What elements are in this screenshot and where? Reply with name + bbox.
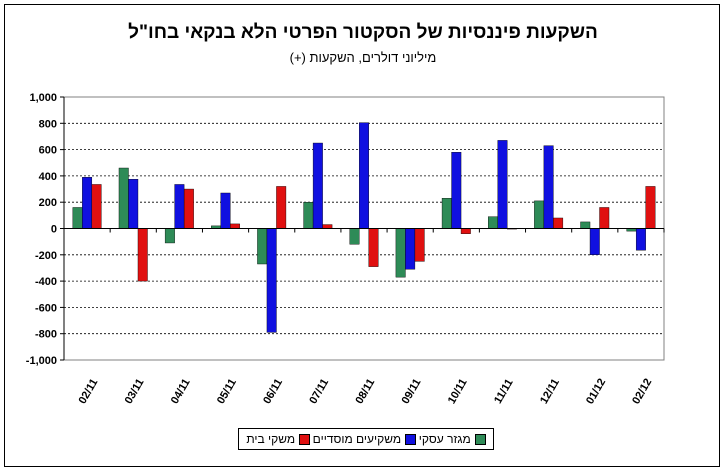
- bar: [174, 184, 185, 229]
- bar: [266, 228, 277, 333]
- bar: [220, 192, 231, 229]
- bar: [164, 228, 175, 244]
- bar: [183, 188, 194, 229]
- bar: [553, 217, 564, 229]
- legend-item-institutional: משקיעים מוסדיים: [312, 432, 417, 446]
- bar: [395, 228, 406, 278]
- y-tick-label: 800: [39, 118, 57, 130]
- bar: [72, 207, 83, 229]
- x-tick-label: 04/11: [169, 377, 193, 406]
- chart-subtitle: מיליוני דולרים, השקעות (+): [289, 50, 437, 65]
- y-tick-label: -800: [35, 329, 57, 341]
- bar: [230, 223, 240, 229]
- y-tick-label: -400: [35, 276, 57, 288]
- bar: [580, 221, 591, 229]
- x-tick-label: 07/11: [307, 377, 331, 406]
- bar: [349, 228, 360, 245]
- y-tick-label: -600: [35, 302, 57, 314]
- x-tick-label: 06/11: [261, 377, 285, 406]
- y-tick-label: 1,000: [29, 92, 57, 104]
- x-tick-label: 09/11: [400, 377, 424, 406]
- x-tick-label: 08/11: [353, 377, 377, 406]
- bar: [82, 177, 93, 229]
- x-tick-label: 02/12: [630, 377, 654, 407]
- x-tick-label: 03/11: [123, 377, 147, 406]
- bar: [599, 207, 610, 229]
- bar: [322, 224, 333, 229]
- bar: [543, 145, 554, 229]
- legend-label-institutional: משקיעים מוסדיים: [312, 432, 402, 446]
- bar: [589, 228, 600, 255]
- legend-swatch-institutional: [405, 433, 417, 445]
- bar: [303, 201, 314, 229]
- bar: [460, 228, 471, 234]
- legend: מגזר עסקי משקיעים מוסדיים משקי בית: [238, 428, 494, 450]
- bar: [276, 186, 287, 229]
- legend-item-households: משקי בית: [246, 432, 311, 446]
- legend-item-business: מגזר עסקי: [419, 432, 486, 446]
- bar: [118, 167, 129, 229]
- bar: [137, 228, 148, 282]
- x-tick-label: 12/11: [538, 377, 562, 406]
- x-tick-label: 02/11: [77, 377, 101, 406]
- bar: [488, 216, 498, 229]
- y-tick-label: 400: [39, 171, 57, 183]
- bar: [257, 228, 268, 265]
- x-tick-label: 05/11: [215, 377, 239, 406]
- bar: [635, 228, 646, 251]
- bar: [359, 122, 369, 229]
- bar: [128, 178, 139, 229]
- bar: [497, 140, 508, 229]
- y-tick-label: 200: [39, 197, 57, 209]
- bar: [451, 152, 462, 229]
- bar: [534, 200, 545, 229]
- y-tick-label: 600: [39, 145, 57, 157]
- x-tick-label: 10/11: [446, 377, 470, 406]
- x-tick-label: 01/12: [584, 377, 608, 407]
- bar: [405, 228, 416, 270]
- y-tick-label: -1,000: [26, 355, 57, 367]
- chart-title: השקעות פיננסיות של הסקטור הפרטי הלא בנקא…: [128, 22, 598, 43]
- legend-swatch-households: [299, 433, 311, 445]
- x-tick-label: 11/11: [492, 377, 516, 406]
- y-tick-label: 0: [51, 224, 57, 236]
- bar: [414, 228, 425, 262]
- legend-label-business: מגזר עסקי: [418, 432, 471, 446]
- legend-swatch-business: [474, 433, 486, 445]
- bar: [312, 142, 323, 229]
- bar: [91, 184, 102, 229]
- bar: [645, 186, 656, 229]
- bar: [441, 198, 452, 229]
- legend-label-households: משקי בית: [246, 432, 296, 446]
- bar: [368, 228, 379, 267]
- y-tick-label: -200: [35, 250, 57, 262]
